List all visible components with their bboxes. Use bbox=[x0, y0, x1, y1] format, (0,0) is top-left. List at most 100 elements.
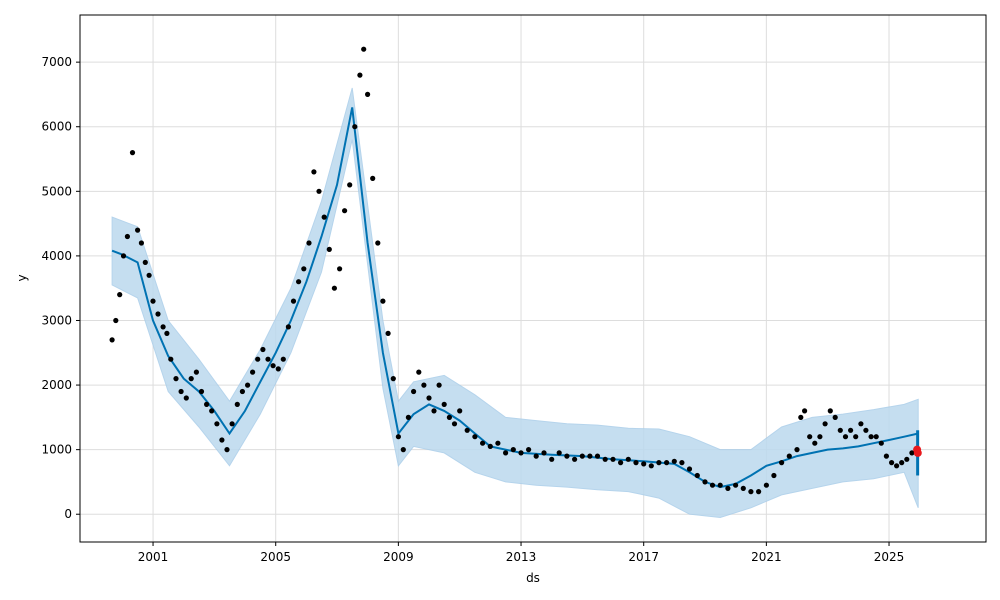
y-tick-label: 7000 bbox=[41, 55, 72, 69]
observed-point bbox=[779, 460, 785, 466]
observed-point bbox=[564, 453, 570, 459]
observed-point bbox=[250, 369, 256, 375]
x-tick-label: 2025 bbox=[874, 550, 905, 564]
y-tick-label: 5000 bbox=[41, 184, 72, 198]
observed-point bbox=[817, 434, 823, 440]
observed-point bbox=[255, 356, 261, 362]
y-tick-label: 3000 bbox=[41, 313, 72, 327]
observed-point bbox=[421, 382, 427, 388]
observed-point bbox=[124, 233, 130, 240]
observed-point bbox=[436, 382, 442, 388]
observed-point bbox=[183, 395, 189, 401]
y-axis-title: y bbox=[15, 274, 29, 281]
observed-point bbox=[664, 460, 670, 466]
observed-point bbox=[316, 188, 322, 194]
observed-point bbox=[290, 298, 297, 304]
observed-point bbox=[337, 266, 343, 272]
observed-point bbox=[868, 434, 874, 440]
observed-point bbox=[135, 227, 141, 233]
observed-point bbox=[909, 450, 915, 456]
observed-point bbox=[602, 456, 608, 462]
observed-point bbox=[239, 388, 245, 395]
x-tick-label: 2017 bbox=[628, 550, 659, 564]
observed-point bbox=[725, 485, 731, 491]
observed-point bbox=[138, 240, 144, 246]
observed-point bbox=[883, 453, 890, 459]
observed-point bbox=[426, 395, 432, 401]
plot-frame bbox=[79, 14, 987, 543]
observed-point bbox=[155, 311, 161, 317]
observed-point bbox=[812, 440, 818, 446]
observed-point bbox=[446, 414, 452, 420]
observed-point bbox=[794, 447, 800, 453]
observed-point bbox=[771, 472, 777, 479]
observed-point bbox=[146, 272, 152, 278]
observed-point bbox=[301, 266, 307, 272]
observed-point bbox=[464, 427, 470, 433]
y-axis-ticks: 0 1000 2000 3000 4000 5000 6000 7000 bbox=[41, 55, 80, 521]
observed-point bbox=[510, 447, 516, 453]
observed-point bbox=[352, 124, 358, 130]
observed-point bbox=[487, 443, 493, 449]
observed-point bbox=[385, 330, 391, 336]
observed-point bbox=[311, 169, 317, 175]
observed-point bbox=[656, 460, 662, 466]
uncertainty-band-area bbox=[111, 87, 919, 519]
observed-point bbox=[733, 482, 739, 488]
observed-point bbox=[411, 388, 417, 395]
observed-point bbox=[390, 376, 396, 382]
observed-point bbox=[832, 414, 838, 420]
observed-point bbox=[209, 408, 215, 414]
y-tick-label: 2000 bbox=[41, 378, 72, 392]
x-tick-label: 2013 bbox=[506, 550, 537, 564]
observed-point bbox=[150, 298, 156, 304]
observed-point bbox=[798, 414, 804, 420]
observed-point bbox=[214, 421, 220, 427]
observed-point bbox=[270, 363, 276, 369]
observed-point bbox=[457, 408, 463, 414]
observed-point bbox=[686, 466, 693, 472]
observed-point bbox=[375, 240, 381, 246]
x-tick-label: 2009 bbox=[383, 550, 414, 564]
observed-point bbox=[572, 456, 578, 462]
observed-point bbox=[164, 330, 170, 336]
observed-point bbox=[858, 421, 864, 427]
observed-point bbox=[357, 72, 363, 78]
observed-point bbox=[541, 450, 547, 456]
x-tick-label: 2001 bbox=[138, 550, 169, 564]
observed-point bbox=[648, 463, 654, 469]
observed-point bbox=[451, 421, 458, 427]
observed-point bbox=[495, 440, 501, 446]
observed-point bbox=[306, 240, 312, 246]
observed-point bbox=[275, 366, 281, 372]
x-tick-label: 2021 bbox=[751, 550, 782, 564]
observed-point bbox=[416, 369, 422, 375]
observed-point bbox=[610, 456, 616, 462]
observed-point bbox=[807, 434, 813, 440]
observed-point bbox=[786, 453, 792, 459]
observed-point bbox=[899, 460, 905, 466]
observed-point bbox=[129, 150, 136, 156]
observed-point bbox=[405, 414, 411, 420]
observed-point bbox=[748, 489, 754, 495]
observed-point bbox=[321, 214, 327, 220]
y-tick-label: 1000 bbox=[41, 443, 72, 457]
observed-point bbox=[671, 458, 677, 464]
observed-point bbox=[120, 253, 127, 259]
observed-point bbox=[556, 450, 562, 456]
observed-point bbox=[265, 356, 271, 362]
observed-point bbox=[431, 408, 437, 414]
highlight-points bbox=[913, 445, 922, 457]
observed-point bbox=[904, 456, 910, 462]
observed-point bbox=[296, 279, 302, 285]
uncertainty-band bbox=[111, 87, 919, 519]
observed-point bbox=[480, 440, 486, 446]
observed-point bbox=[873, 434, 879, 440]
y-tick-label: 6000 bbox=[41, 120, 72, 134]
observed-point bbox=[245, 382, 251, 388]
observed-point bbox=[702, 479, 708, 485]
observed-point bbox=[441, 401, 447, 407]
observed-point bbox=[280, 356, 286, 362]
